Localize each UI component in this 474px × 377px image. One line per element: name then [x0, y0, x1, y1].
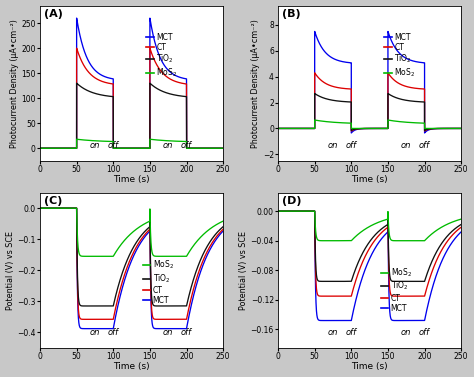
Y-axis label: Potential (V) vs SCE: Potential (V) vs SCE [239, 231, 248, 310]
Text: off: off [108, 328, 119, 337]
Text: on: on [401, 328, 411, 337]
Text: off: off [419, 141, 430, 150]
Text: off: off [181, 141, 192, 150]
Text: off: off [346, 328, 357, 337]
X-axis label: Time (s): Time (s) [113, 175, 150, 184]
Legend: MCT, CT, TiO$_2$, MoS$_2$: MCT, CT, TiO$_2$, MoS$_2$ [384, 33, 415, 79]
Text: on: on [90, 141, 100, 150]
Legend: MCT, CT, TiO$_2$, MoS$_2$: MCT, CT, TiO$_2$, MoS$_2$ [146, 33, 177, 79]
Text: off: off [181, 328, 192, 337]
Y-axis label: Photocurrent Density (μA•cm⁻²): Photocurrent Density (μA•cm⁻²) [9, 19, 18, 148]
Text: off: off [419, 328, 430, 337]
Text: off: off [346, 141, 357, 150]
Text: (D): (D) [282, 196, 301, 206]
Text: on: on [401, 141, 411, 150]
Text: on: on [163, 328, 173, 337]
Text: (A): (A) [44, 9, 63, 18]
Text: on: on [90, 328, 100, 337]
Text: (B): (B) [282, 9, 301, 18]
Y-axis label: Photocurrent Density (μA•cm⁻²): Photocurrent Density (μA•cm⁻²) [251, 19, 260, 148]
Text: off: off [108, 141, 119, 150]
Legend: MoS$_2$, TiO$_2$, CT, MCT: MoS$_2$, TiO$_2$, CT, MCT [381, 266, 412, 313]
Y-axis label: Potential (V) vs SCE: Potential (V) vs SCE [6, 231, 15, 310]
X-axis label: Time (s): Time (s) [351, 175, 388, 184]
Text: on: on [163, 141, 173, 150]
X-axis label: Time (s): Time (s) [113, 362, 150, 371]
Text: on: on [328, 328, 338, 337]
Text: on: on [328, 141, 338, 150]
Legend: MoS$_2$, TiO$_2$, CT, MCT: MoS$_2$, TiO$_2$, CT, MCT [143, 259, 173, 305]
Text: (C): (C) [44, 196, 62, 206]
X-axis label: Time (s): Time (s) [351, 362, 388, 371]
